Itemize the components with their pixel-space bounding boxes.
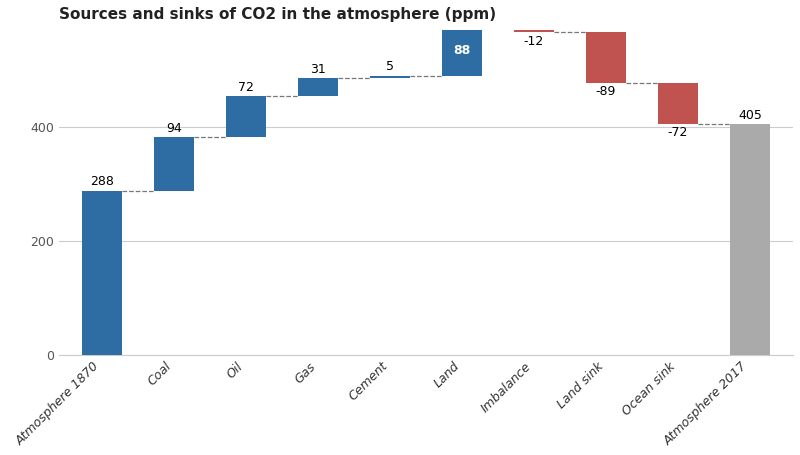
Text: -12: -12 [524, 35, 544, 48]
Text: Sources and sinks of CO2 in the atmosphere (ppm): Sources and sinks of CO2 in the atmosphe… [59, 7, 496, 22]
Bar [82, 191, 122, 355]
Text: 88: 88 [454, 44, 470, 57]
Text: -89: -89 [596, 86, 616, 98]
Bar [442, 25, 482, 76]
Bar [298, 78, 338, 96]
Bar [586, 32, 626, 83]
Text: 288: 288 [90, 176, 114, 188]
Bar [370, 76, 410, 78]
Text: 405: 405 [738, 109, 762, 122]
Text: 31: 31 [310, 63, 326, 76]
Bar [154, 137, 194, 191]
Text: -72: -72 [668, 126, 688, 139]
Bar [514, 25, 554, 32]
Text: 5: 5 [386, 61, 394, 73]
Bar [226, 96, 266, 137]
Text: 94: 94 [166, 122, 182, 135]
Bar [730, 124, 770, 355]
Text: 72: 72 [238, 81, 254, 94]
Bar [658, 83, 698, 124]
